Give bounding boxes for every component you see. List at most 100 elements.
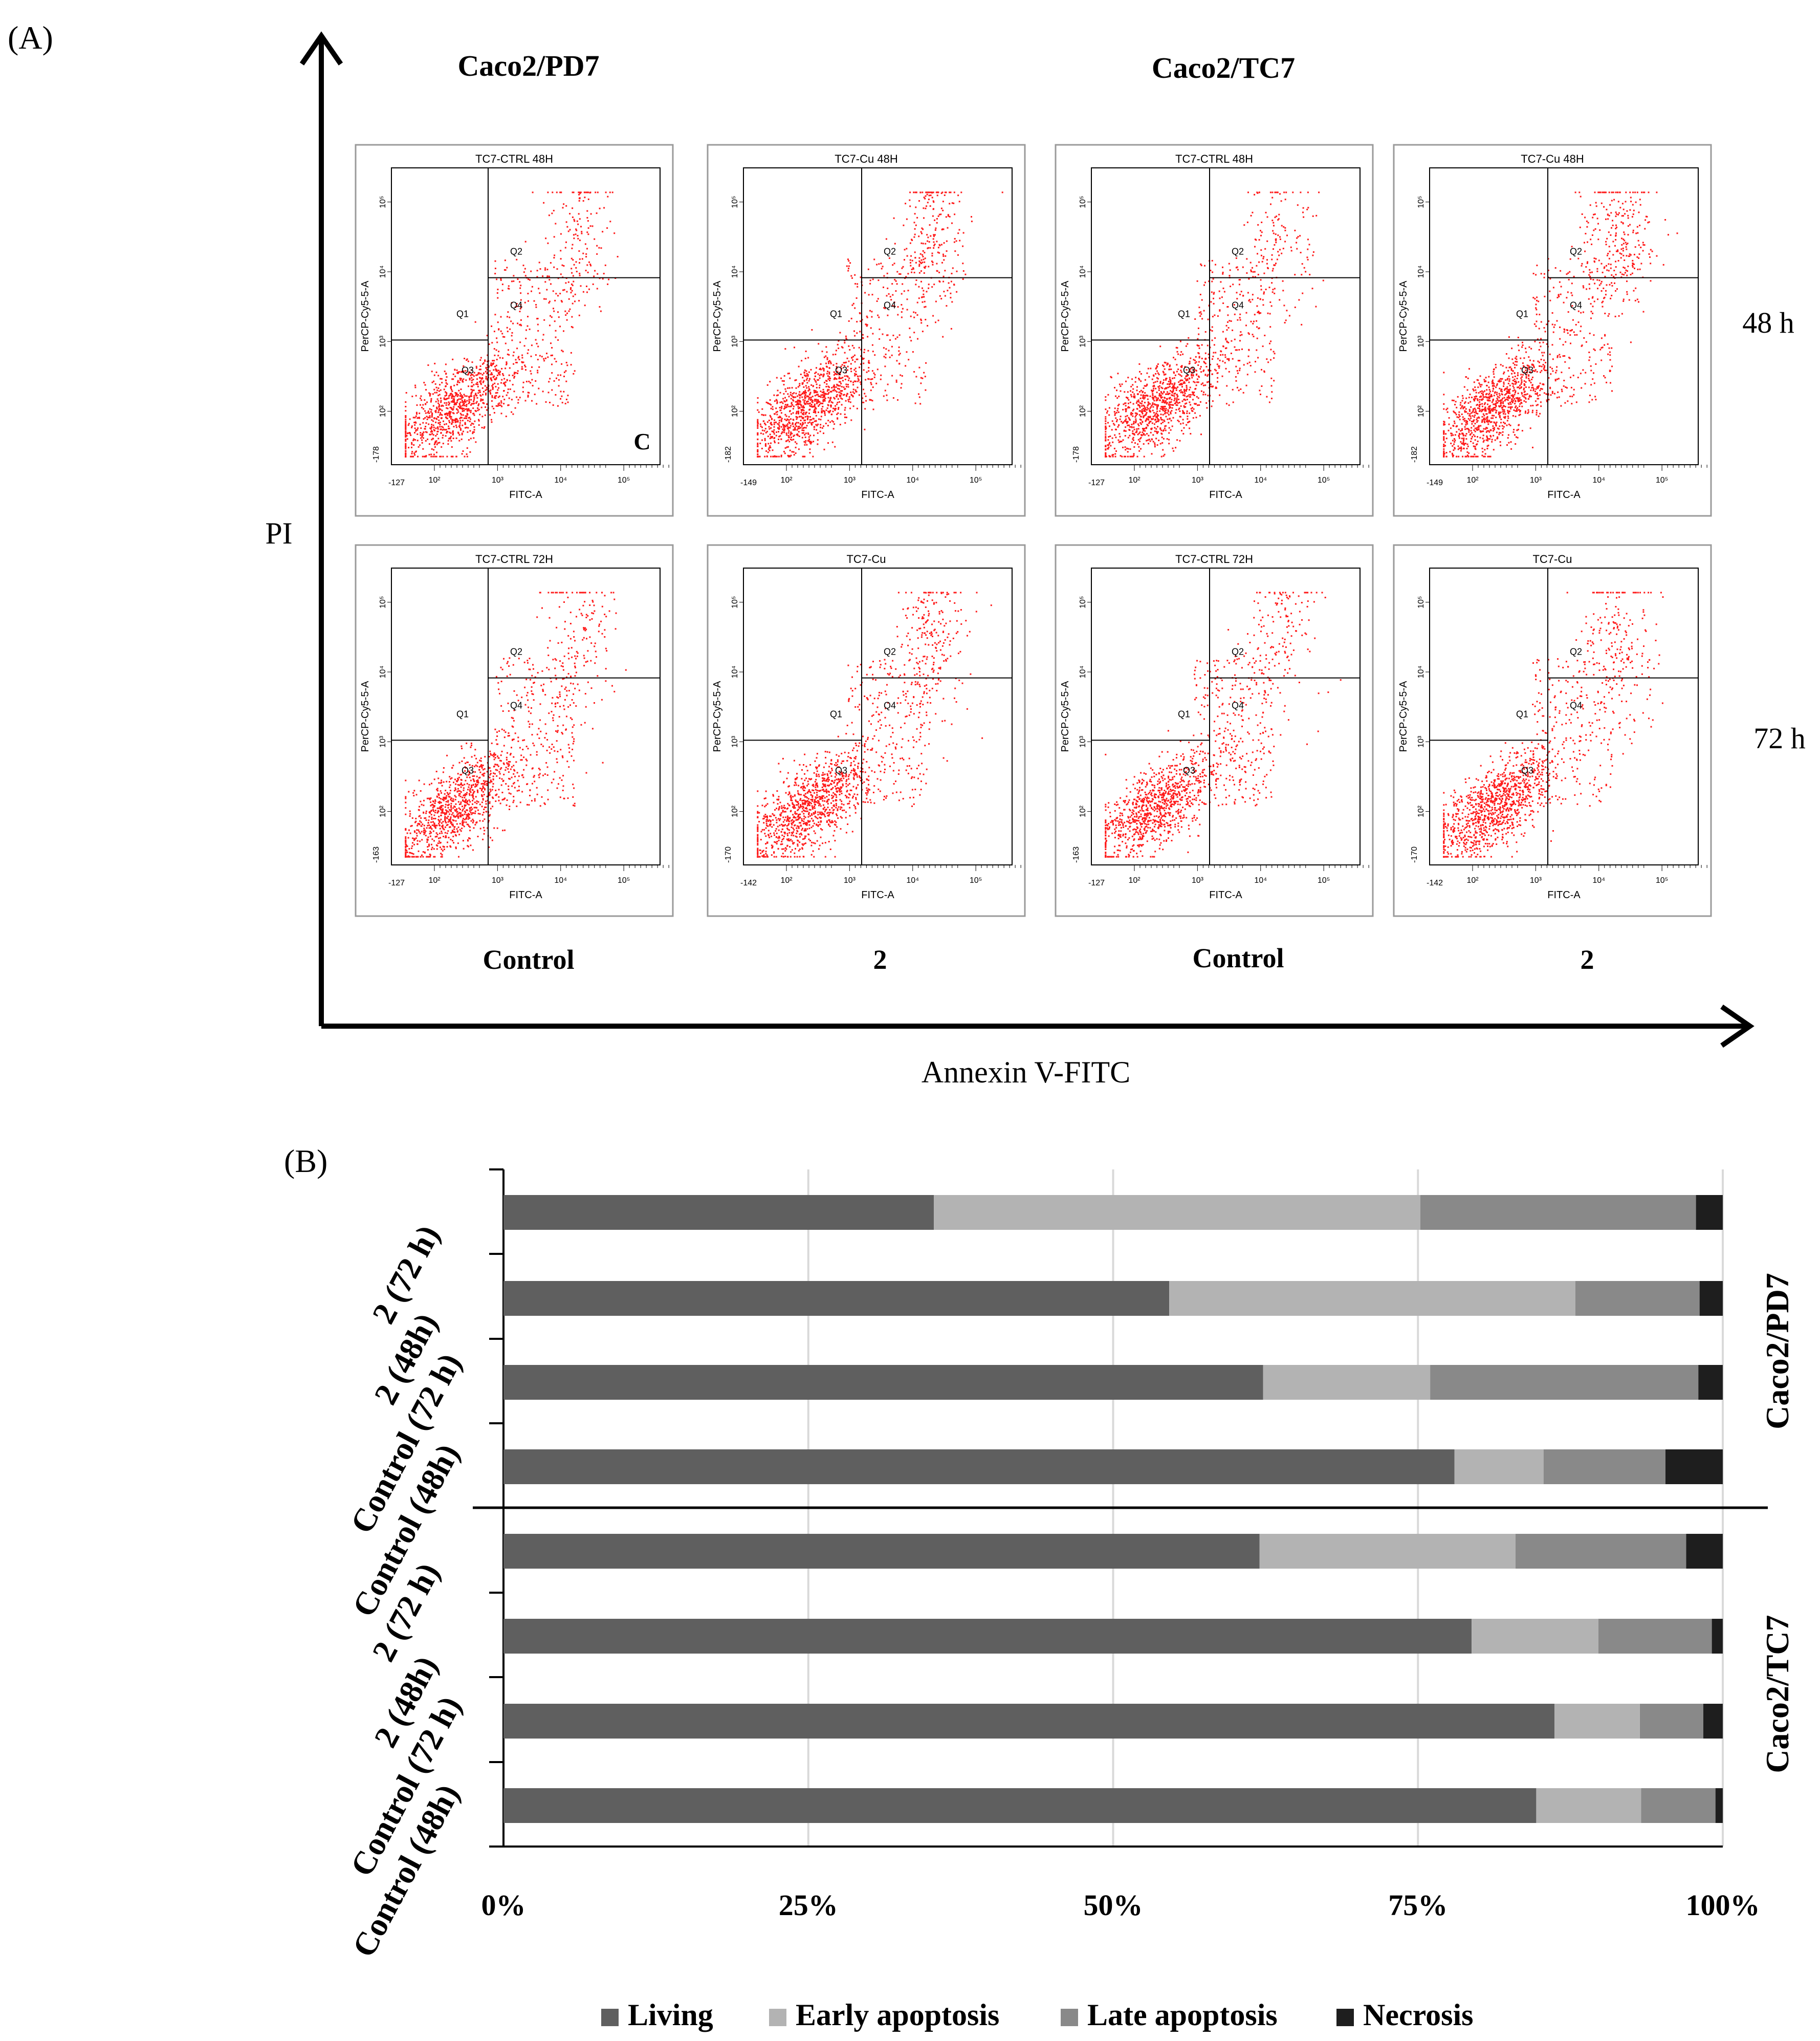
flow-event-dot [424, 410, 426, 412]
flow-event-dot [538, 366, 540, 368]
flow-event-dot [571, 326, 573, 328]
flow-event-dot [1113, 424, 1115, 426]
flow-event-dot [841, 346, 843, 348]
flow-event-dot [1160, 392, 1163, 394]
flow-event-dot [480, 398, 482, 400]
flow-event-dot [433, 374, 435, 376]
flow-event-dot [820, 426, 822, 428]
flow-event-dot [1175, 389, 1177, 391]
flow-event-dot [466, 400, 468, 402]
flow-event-dot [414, 386, 416, 388]
flow-event-dot [1451, 435, 1453, 437]
flow-event-dot [467, 431, 469, 433]
flow-event-dot [487, 364, 488, 366]
flow-event-dot [829, 410, 831, 412]
flow-event-dot [470, 399, 472, 401]
flow-event-dot [1163, 455, 1165, 457]
flow-event-dot [1196, 373, 1198, 375]
flow-event-dot [839, 372, 841, 374]
flow-event-dot [804, 389, 806, 392]
flow-event-dot [437, 442, 439, 444]
flow-event-dot [1508, 357, 1510, 359]
flow-event-dot [825, 386, 827, 387]
flow-event-dot [553, 236, 555, 238]
flow-event-dot [823, 375, 824, 377]
flow-event-dot [1597, 288, 1598, 290]
flow-event-dot [807, 395, 808, 397]
flow-event-dot [498, 351, 500, 353]
flow-event-dot [764, 428, 766, 430]
flow-event-dot [405, 420, 407, 422]
flow-event-dot [552, 354, 553, 356]
flow-event-dot [453, 412, 455, 415]
flow-event-dot [1179, 354, 1181, 356]
flow-event-dot [503, 336, 506, 338]
flow-event-dot [511, 332, 513, 334]
flow-event-dot [815, 410, 817, 412]
flow-event-dot [794, 441, 796, 443]
flow-event-dot [420, 437, 422, 439]
flow-event-dot [827, 442, 829, 444]
flow-event-dot [1165, 393, 1167, 395]
flow-event-dot [479, 381, 480, 383]
flow-event-dot [799, 416, 801, 418]
flow-event-dot [1505, 366, 1507, 368]
flow-event-dot [486, 409, 488, 411]
flow-event-dot [531, 290, 532, 292]
flow-event-dot [469, 379, 471, 381]
flow-event-dot [1131, 441, 1133, 443]
flow-event-dot [1144, 402, 1146, 404]
flow-event-dot [405, 427, 407, 429]
flow-event-dot [1604, 313, 1606, 314]
flow-event-dot [546, 275, 549, 277]
flow-event-dot [853, 330, 855, 332]
flow-event-dot [1267, 361, 1269, 363]
flow-event-dot [408, 423, 410, 425]
flow-event-dot [1258, 313, 1260, 314]
flow-event-dot [513, 275, 515, 277]
flow-event-dot [506, 327, 508, 329]
flow-event-dot [465, 379, 467, 381]
flow-event-dot [813, 390, 815, 392]
flow-event-dot [771, 424, 773, 426]
flow-event-dot [1191, 373, 1193, 375]
flow-event-dot [790, 431, 792, 433]
flow-event-dot [1152, 441, 1154, 443]
flow-event-dot [1127, 437, 1129, 439]
row-label-48h: 48 h [1742, 306, 1794, 339]
flow-event-dot [873, 376, 875, 378]
flow-event-dot [477, 392, 479, 394]
flow-event-dot [1178, 407, 1180, 409]
flow-event-dot [916, 314, 918, 316]
flow-event-dot [463, 378, 465, 380]
flow-event-dot [425, 455, 427, 458]
flow-event-dot [470, 385, 472, 387]
flow-event-dot [1135, 420, 1137, 422]
flow-event-dot [814, 408, 816, 410]
flow-event-dot [822, 402, 824, 404]
flow-event-dot [1298, 299, 1300, 301]
flow-event-dot [922, 254, 924, 256]
flow-event-dot [915, 376, 917, 378]
flow-event-dot [1488, 389, 1490, 391]
flow-event-dot [441, 409, 443, 411]
flow-event-dot [512, 322, 514, 324]
flow-event-dot [761, 439, 763, 441]
flow-event-dot [1190, 408, 1192, 410]
flow-event-dot [805, 432, 807, 435]
flow-event-dot [1172, 388, 1174, 390]
flow-event-dot [1128, 418, 1130, 420]
flow-event-dot [810, 399, 813, 401]
flow-event-dot [1177, 402, 1179, 404]
flow-event-dot [1263, 272, 1265, 274]
flow-event-dot [797, 433, 799, 435]
flow-event-dot [782, 398, 784, 400]
flow-event-dot [1610, 212, 1612, 214]
flow-event-dot [1615, 215, 1617, 218]
flow-event-dot [1173, 377, 1175, 379]
flow-event-dot [1185, 345, 1187, 347]
flow-event-dot [475, 367, 477, 369]
flow-event-dot [461, 397, 463, 399]
flow-event-dot [1232, 388, 1234, 390]
flow-event-dot [871, 344, 873, 346]
